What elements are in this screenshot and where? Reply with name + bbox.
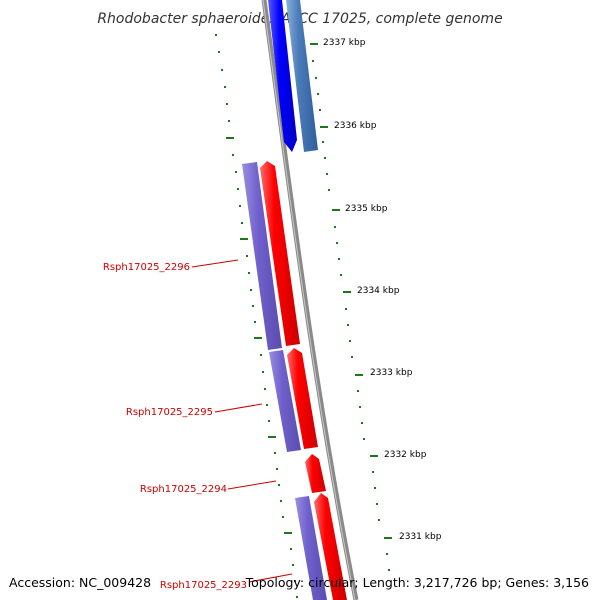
reverse-cds-feature[interactable] [286,0,318,152]
accession-text: Accession: NC_009428 [9,575,151,590]
topology-text: Topology: circular; Length: 3,217,726 bp… [245,575,589,590]
ruler-label: 2332 kbp [384,450,427,460]
cds-feature-2293[interactable] [295,496,327,600]
gene-label[interactable]: Rsph17025_2296 [103,262,190,273]
gene-feature-2295[interactable] [287,348,318,449]
ruler-labels: 2337 kbp 2336 kbp 2335 kbp 2334 kbp 2333… [323,38,442,542]
ruler-label: 2336 kbp [334,121,377,131]
ruler-label: 2334 kbp [357,286,400,296]
genome-backbone [261,0,359,600]
gene-label-leaders [191,259,293,583]
gene-feature-2293[interactable] [314,493,347,600]
gene-label[interactable]: Rsph17025_2294 [140,484,227,495]
outer-tick-ring [310,43,392,571]
gene-feature-2294[interactable] [305,454,326,493]
cds-feature-2296[interactable] [242,162,282,350]
inner-tick-ring [215,34,298,598]
gene-label[interactable]: Rsph17025_2293 [160,580,247,591]
ruler-label: 2331 kbp [399,532,442,542]
ruler-label: 2335 kbp [345,204,388,214]
ruler-label: 2333 kbp [370,368,413,378]
ruler-label: 2337 kbp [323,38,366,48]
gene-label[interactable]: Rsph17025_2295 [126,407,213,418]
gene-feature-2296[interactable] [260,161,300,346]
reverse-gene-feature[interactable] [268,0,297,152]
cds-feature-2295[interactable] [269,350,301,452]
